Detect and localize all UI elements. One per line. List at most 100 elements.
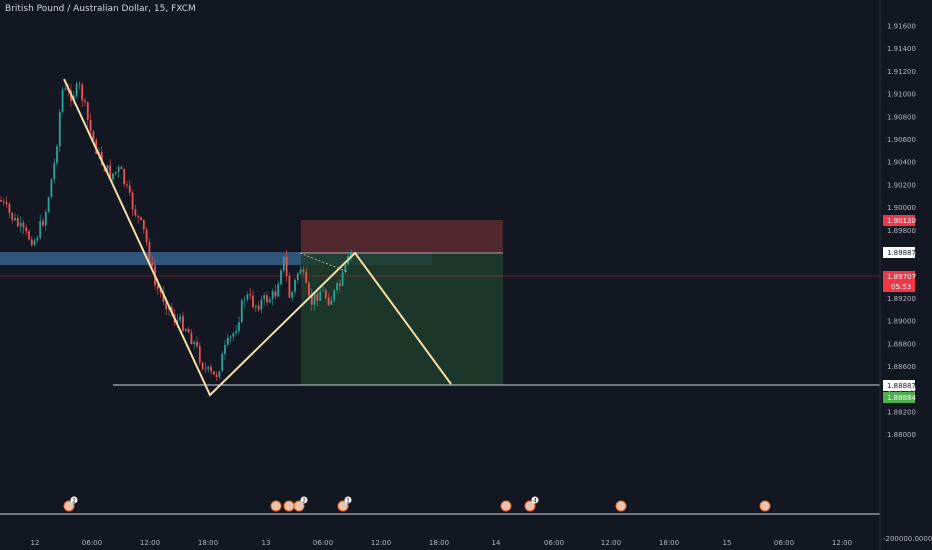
candle-body bbox=[319, 291, 322, 301]
candle-body bbox=[36, 237, 39, 241]
price-tick-label: 1.88200 bbox=[887, 408, 916, 416]
time-tick-label: 12 bbox=[31, 539, 40, 547]
price-tick-label: 1.88000 bbox=[887, 431, 916, 439]
candle-body bbox=[207, 366, 210, 370]
candle-body bbox=[252, 295, 254, 308]
time-tick-label: 12:00 bbox=[140, 539, 160, 547]
candle-body bbox=[193, 341, 196, 345]
pattern-line bbox=[63, 78, 452, 397]
candle-body bbox=[165, 301, 168, 310]
event-marker[interactable] bbox=[63, 500, 75, 512]
candle-body bbox=[296, 273, 299, 280]
price-tick-label: 1.89800 bbox=[887, 227, 916, 235]
candle-body bbox=[112, 173, 114, 180]
candle-body bbox=[302, 269, 305, 272]
target-price-tag: 1.88884 bbox=[883, 392, 916, 403]
candle-body bbox=[338, 283, 341, 286]
candle-body bbox=[350, 251, 352, 256]
event-marker[interactable] bbox=[293, 500, 305, 512]
candle-body bbox=[210, 366, 212, 372]
candle-body bbox=[5, 202, 8, 204]
event-marker[interactable] bbox=[759, 500, 771, 512]
time-axis: 12 06:00 12:00 18:00 13 06:00 12:00 18:00 14 06:0… bbox=[31, 539, 853, 547]
event-marker[interactable] bbox=[270, 500, 282, 512]
candle-body bbox=[246, 294, 249, 300]
candle-body bbox=[288, 275, 291, 298]
candle-body bbox=[324, 290, 327, 298]
candle-body bbox=[42, 221, 44, 226]
stop-loss-zone bbox=[301, 220, 503, 253]
price-tick-label: 1.90200 bbox=[887, 181, 916, 189]
candle-body bbox=[137, 215, 140, 218]
candle-body bbox=[0, 200, 2, 202]
time-tick-label: 06:00 bbox=[313, 539, 333, 547]
candle-body bbox=[92, 131, 95, 140]
chart-title: British Pound / Australian Dollar, 15, F… bbox=[5, 4, 196, 14]
event-marker[interactable] bbox=[500, 500, 512, 512]
stop-price-tag: 1.90130 bbox=[883, 215, 916, 226]
price-tick-label: 1.91200 bbox=[887, 68, 916, 76]
candle-body bbox=[145, 229, 148, 243]
candle-body bbox=[184, 329, 187, 331]
candle-body bbox=[89, 119, 92, 132]
time-tick-label: 12:00 bbox=[601, 539, 621, 547]
candle-body bbox=[53, 163, 56, 180]
price-tick-label: 1.91600 bbox=[887, 23, 916, 31]
candle-body bbox=[11, 212, 14, 221]
event-count-badge bbox=[344, 496, 352, 504]
current-price-tag: 1.89707 05:53 bbox=[883, 271, 916, 292]
candle-body bbox=[218, 371, 221, 377]
candle-body bbox=[44, 212, 47, 226]
candle-body bbox=[120, 166, 123, 170]
candle-body bbox=[254, 305, 257, 308]
event-marker[interactable] bbox=[283, 500, 295, 512]
price-tick-label: 1.89000 bbox=[887, 318, 916, 326]
candle-body bbox=[81, 84, 84, 101]
candle-body bbox=[33, 240, 36, 246]
candle-body bbox=[22, 222, 25, 228]
time-tick-label: 18:00 bbox=[659, 539, 679, 547]
entry-price-tag: 1.89887 bbox=[883, 247, 916, 258]
event-count-badge bbox=[70, 496, 78, 504]
candle-body bbox=[333, 290, 336, 301]
candle-body bbox=[176, 320, 179, 323]
candle-body bbox=[86, 102, 89, 120]
candle-body bbox=[308, 282, 310, 296]
projection-dashed-line bbox=[299, 252, 349, 273]
event-marker[interactable] bbox=[524, 500, 536, 512]
event-marker[interactable] bbox=[337, 500, 349, 512]
candle-body bbox=[327, 297, 330, 305]
candle-body bbox=[58, 111, 61, 147]
candle-body bbox=[240, 300, 243, 323]
candle-body bbox=[215, 374, 218, 377]
candle-body bbox=[64, 88, 67, 90]
candle-body bbox=[114, 171, 117, 174]
entry-price-text: 1.89887 bbox=[887, 249, 916, 257]
candle-body bbox=[224, 344, 226, 354]
candle-body bbox=[117, 166, 120, 172]
candle-body bbox=[336, 283, 338, 291]
indicator-axis-label: -200000.00000 bbox=[883, 535, 932, 543]
countdown-text: 05:53 bbox=[891, 283, 911, 291]
time-tick-label: 18:00 bbox=[198, 539, 218, 547]
candle-body bbox=[151, 262, 154, 266]
event-marker[interactable] bbox=[615, 500, 627, 512]
candle-body bbox=[316, 293, 319, 301]
time-tick-label: 12:00 bbox=[371, 539, 391, 547]
time-tick-label: 06:00 bbox=[544, 539, 564, 547]
event-count-text: 2 bbox=[302, 497, 306, 504]
candle-body bbox=[310, 295, 313, 305]
candle-body bbox=[282, 256, 285, 271]
time-tick-label: 06:00 bbox=[82, 539, 102, 547]
candle-body bbox=[263, 295, 266, 300]
price-tick-label: 1.89200 bbox=[887, 295, 916, 303]
candle-body bbox=[235, 331, 238, 334]
candle-body bbox=[280, 270, 282, 285]
candle-body bbox=[294, 279, 296, 292]
candle-body bbox=[28, 231, 30, 240]
candle-body bbox=[106, 165, 109, 172]
time-tick-label: 06:00 bbox=[774, 539, 794, 547]
time-tick-label: 13 bbox=[262, 539, 271, 547]
candle-body bbox=[25, 227, 28, 232]
